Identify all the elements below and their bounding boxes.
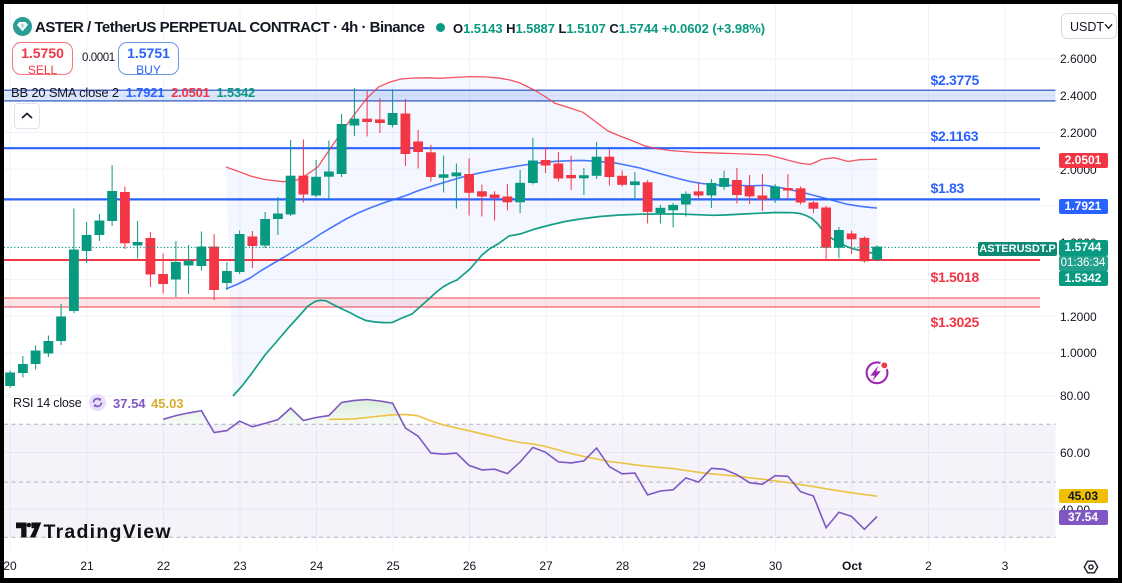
svg-text:TradingView: TradingView xyxy=(44,522,172,542)
